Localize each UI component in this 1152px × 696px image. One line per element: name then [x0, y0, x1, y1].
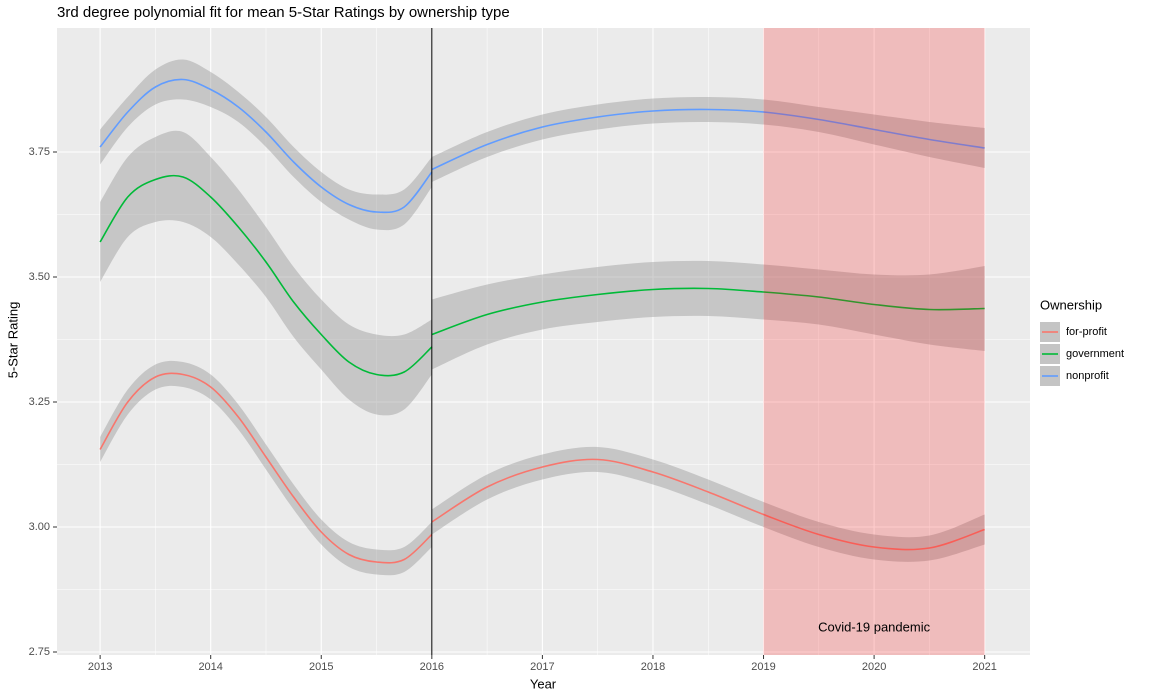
confidence-band: [100, 130, 432, 416]
y-tick-label: 3.50: [29, 271, 50, 283]
x-tick-label: 2014: [198, 661, 222, 673]
x-tick-label: 2013: [88, 661, 112, 673]
fit-line: [431, 108, 985, 171]
confidence-band: [431, 96, 985, 182]
x-tick-label: 2017: [530, 661, 554, 673]
x-tick-label: 2018: [641, 661, 665, 673]
legend-label: nonprofit: [1066, 370, 1109, 382]
fit-line: [99, 372, 433, 564]
legend-label: for-profit: [1066, 326, 1107, 338]
fit-line: [431, 458, 985, 551]
x-tick-label: 2021: [972, 661, 996, 673]
x-tick-label: 2015: [309, 661, 333, 673]
confidence-band: [100, 59, 432, 231]
x-axis-label: Year: [530, 676, 557, 691]
x-tick-label: 2019: [751, 661, 775, 673]
legend-label: government: [1066, 348, 1124, 360]
x-tick-label: 2020: [862, 661, 886, 673]
fit-line: [431, 287, 985, 336]
y-tick-label: 3.75: [29, 146, 50, 158]
y-tick-label: 3.25: [29, 396, 50, 408]
confidence-band: [100, 360, 432, 576]
legend-title: Ownership: [1040, 297, 1102, 312]
y-tick-label: 2.75: [29, 646, 50, 658]
chart-title: 3rd degree polynomial fit for mean 5-Sta…: [57, 4, 510, 21]
fit-line: [99, 78, 433, 214]
x-tick-label: 2016: [420, 661, 444, 673]
confidence-band: [431, 260, 985, 370]
y-tick-label: 3.00: [29, 521, 50, 533]
confidence-band: [431, 446, 985, 562]
fit-line: [99, 174, 433, 377]
shade-label: Covid-19 pandemic: [818, 619, 931, 634]
shaded-region: [763, 28, 985, 655]
y-axis-label: 5-Star Rating: [5, 302, 20, 379]
plot-background: [57, 28, 1030, 655]
